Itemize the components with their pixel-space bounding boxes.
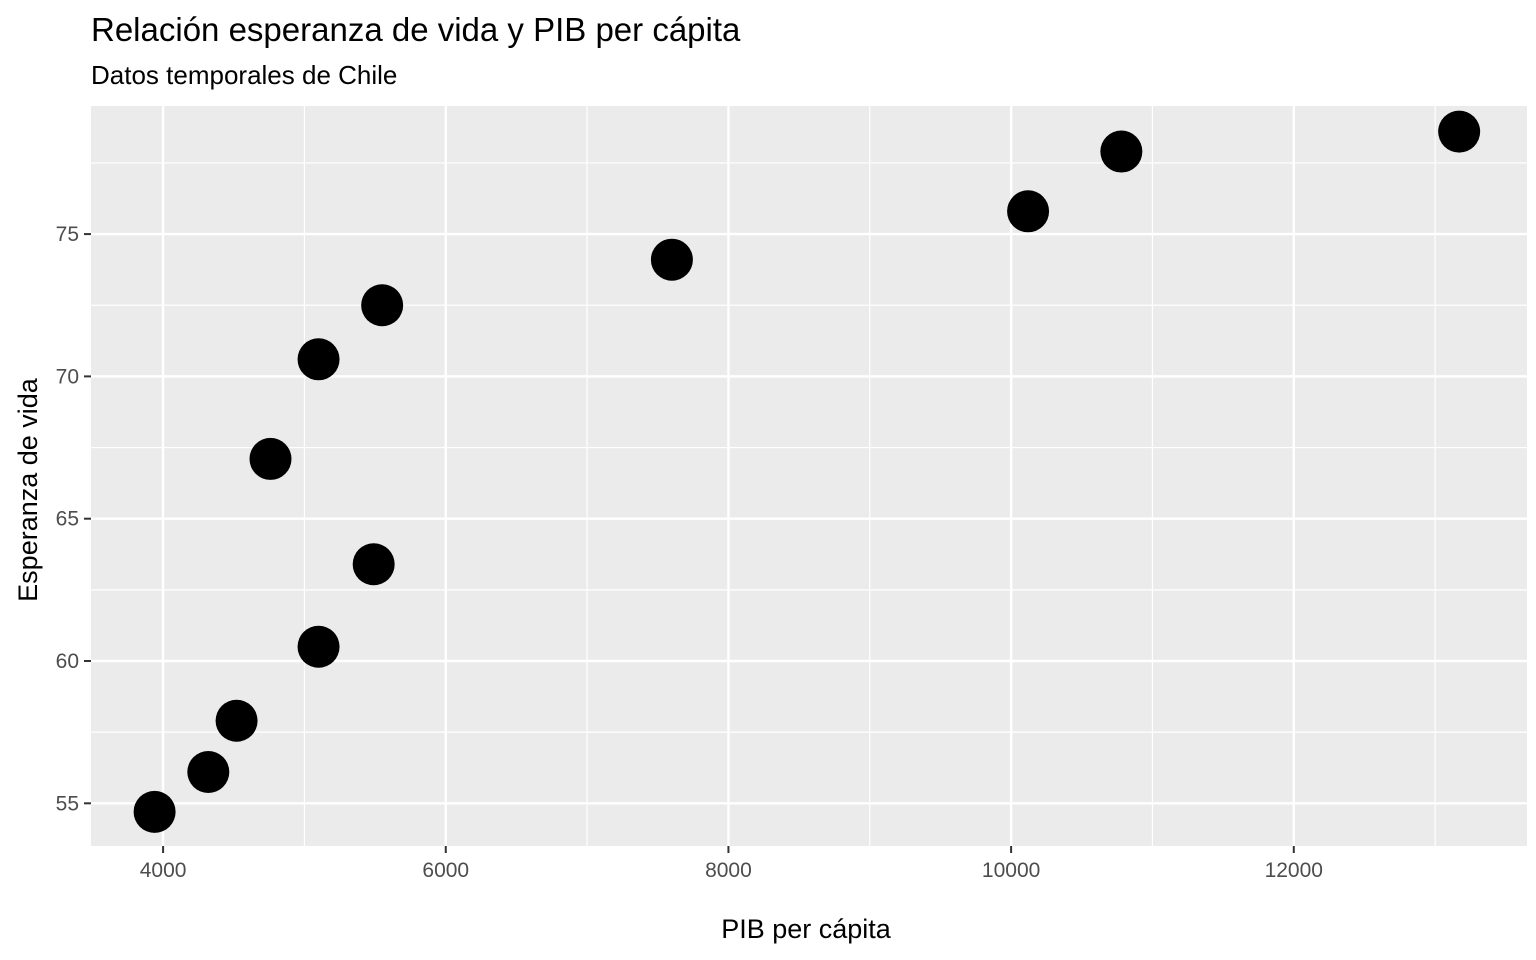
- data-point: [1100, 130, 1143, 173]
- data-point: [133, 790, 176, 833]
- y-tick-label: 65: [56, 508, 79, 531]
- y-tick-label: 75: [56, 223, 79, 246]
- data-point: [297, 625, 340, 668]
- axes: 4000 6000 8000 10000 12000 55 60 65 70 75: [56, 223, 1323, 882]
- x-tick-label: 6000: [422, 859, 469, 882]
- chart-title: Relación esperanza de vida y PIB per cáp…: [91, 11, 741, 48]
- x-tick-label: 12000: [1265, 859, 1323, 882]
- panel-background: [91, 106, 1527, 846]
- data-point: [1007, 190, 1050, 233]
- data-point: [215, 699, 258, 742]
- chart-subtitle: Datos temporales de Chile: [91, 60, 397, 90]
- x-tick-label: 8000: [705, 859, 752, 882]
- y-axis-title: Esperanza de vida: [13, 377, 43, 602]
- data-point: [352, 543, 395, 586]
- data-point: [249, 437, 292, 480]
- y-tick-label: 55: [56, 792, 79, 815]
- plot-panel: [91, 106, 1527, 846]
- x-tick-label: 10000: [982, 859, 1040, 882]
- data-point: [650, 238, 693, 281]
- data-point: [297, 338, 340, 381]
- y-tick-label: 70: [56, 365, 79, 388]
- data-points: [133, 110, 1481, 833]
- data-point: [187, 751, 230, 793]
- data-point: [1438, 110, 1481, 153]
- x-tick-label: 4000: [140, 859, 187, 882]
- data-point: [361, 284, 404, 327]
- x-axis-title: PIB per cápita: [721, 914, 892, 944]
- y-tick-label: 60: [56, 650, 79, 673]
